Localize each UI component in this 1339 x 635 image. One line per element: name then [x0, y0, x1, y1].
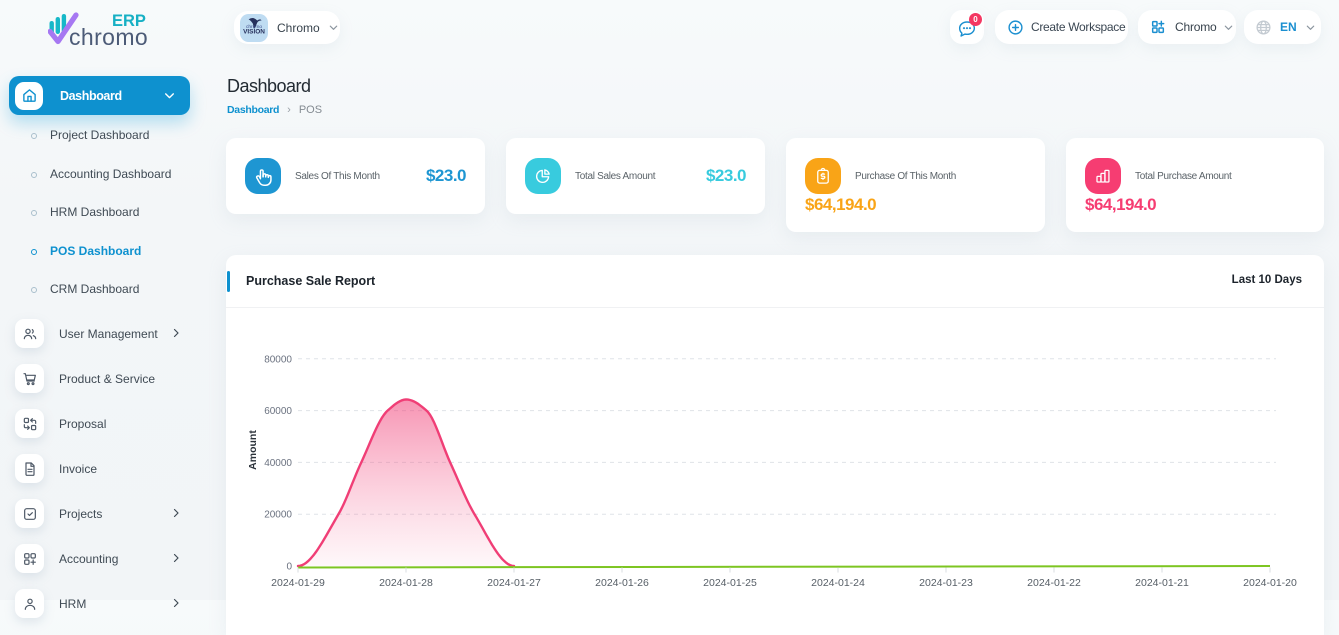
svg-text:chromo: chromo: [246, 24, 262, 30]
svg-text:chromo: chromo: [69, 24, 148, 50]
svg-text:2024-01-28: 2024-01-28: [379, 577, 433, 589]
svg-text:VISION: VISION: [243, 28, 265, 35]
svg-text:2024-01-20: 2024-01-20: [1243, 577, 1297, 589]
svg-text:0: 0: [286, 562, 292, 573]
svg-text:2024-01-22: 2024-01-22: [1027, 577, 1081, 589]
svg-text:2024-01-27: 2024-01-27: [487, 577, 541, 589]
svg-text:2024-01-24: 2024-01-24: [811, 577, 865, 589]
svg-text:60000: 60000: [264, 406, 292, 417]
svg-text:2024-01-25: 2024-01-25: [703, 577, 757, 589]
svg-text:2024-01-23: 2024-01-23: [919, 577, 973, 589]
svg-text:2024-01-26: 2024-01-26: [595, 577, 649, 589]
svg-text:40000: 40000: [264, 458, 292, 469]
svg-text:2024-01-29: 2024-01-29: [271, 577, 325, 589]
svg-text:ERP: ERP: [112, 12, 146, 30]
svg-text:20000: 20000: [264, 510, 292, 521]
svg-text:80000: 80000: [264, 354, 292, 365]
svg-text:Amount: Amount: [247, 430, 259, 470]
svg-text:2024-01-21: 2024-01-21: [1135, 577, 1189, 589]
